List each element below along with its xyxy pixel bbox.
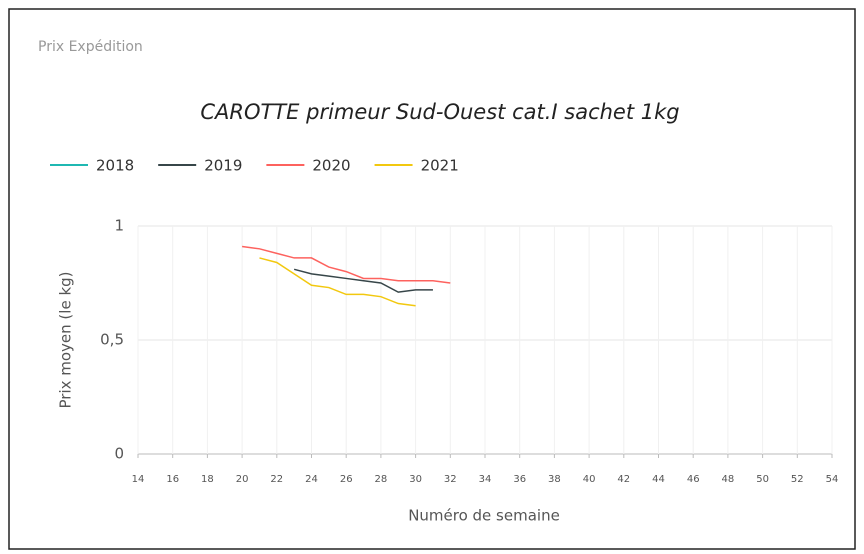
- x-tick-label: 38: [548, 474, 561, 485]
- chart-title: CAROTTE primeur Sud-Ouest cat.I sachet 1…: [200, 100, 679, 124]
- legend-label: 2021: [421, 157, 459, 175]
- x-tick-label: 32: [444, 474, 457, 485]
- y-tick-label: 1: [114, 217, 124, 235]
- x-tick-label: 14: [132, 474, 145, 485]
- x-tick-label: 16: [166, 474, 179, 485]
- x-tick-label: 40: [583, 474, 596, 485]
- x-tick-label: 30: [409, 474, 422, 485]
- y-tick-label: 0,5: [100, 331, 124, 349]
- x-tick-label: 20: [236, 474, 249, 485]
- x-tick-label: 46: [687, 474, 700, 485]
- x-tick-label: 54: [826, 474, 839, 485]
- legend-label: 2019: [204, 157, 242, 175]
- series-line: [259, 257, 416, 307]
- legend-label: 2020: [312, 157, 350, 175]
- x-tick-label: 22: [270, 474, 283, 485]
- x-tick-label: 28: [375, 474, 388, 485]
- x-tick-label: 50: [756, 474, 769, 485]
- x-tick-label: 18: [201, 474, 214, 485]
- y-axis-label: Prix moyen (le kg): [57, 271, 75, 408]
- x-tick-label: 34: [479, 474, 492, 485]
- card-title: Prix Expédition: [38, 39, 143, 55]
- legend-label: 2018: [96, 157, 134, 175]
- y-tick-label: 0: [114, 445, 124, 463]
- x-tick-label: 52: [791, 474, 804, 485]
- x-tick-label: 24: [305, 474, 318, 485]
- x-tick-label: 42: [617, 474, 630, 485]
- x-axis-label: Numéro de semaine: [408, 507, 560, 525]
- x-tick-label: 48: [722, 474, 735, 485]
- series-line: [293, 268, 433, 293]
- x-tick-label: 44: [652, 474, 665, 485]
- card-border: [8, 8, 856, 550]
- series-line: [242, 245, 451, 284]
- x-tick-label: 36: [513, 474, 526, 485]
- x-tick-label: 26: [340, 474, 353, 485]
